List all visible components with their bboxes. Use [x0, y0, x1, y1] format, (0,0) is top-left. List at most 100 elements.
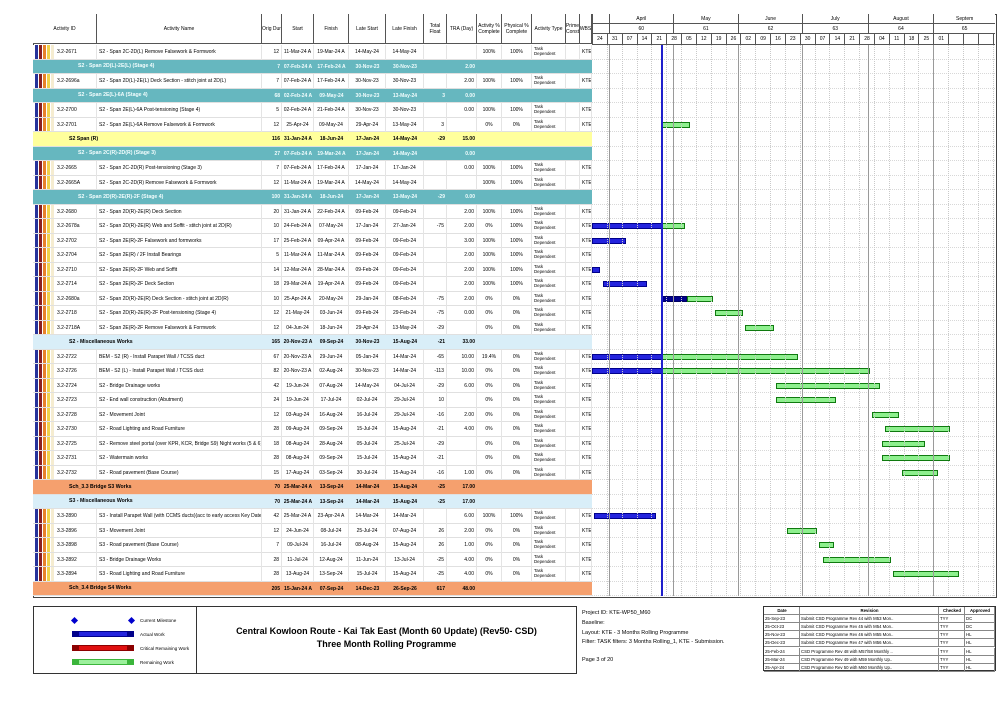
table-row[interactable]: [33, 291, 592, 306]
gantt-bar-remaining[interactable]: [776, 397, 836, 403]
gantt-bar-remaining[interactable]: [901, 469, 938, 476]
table-row[interactable]: [33, 117, 592, 132]
column-header-late_start[interactable]: Late Start: [349, 14, 386, 44]
cell-act: 100%: [477, 45, 502, 60]
table-row[interactable]: [33, 422, 592, 437]
column-header-id[interactable]: Activity ID: [33, 14, 97, 44]
week-cell: 19: [710, 34, 726, 45]
gantt-bar-actual[interactable]: [592, 266, 601, 273]
gantt-lane: [592, 263, 995, 277]
gantt-bar-remaining[interactable]: [661, 353, 798, 360]
gantt-bar-remaining[interactable]: [687, 295, 713, 302]
week-gridline: [977, 45, 979, 596]
legend-label: Remaining Work: [140, 659, 174, 665]
table-row[interactable]: [33, 552, 592, 567]
table-row[interactable]: [33, 451, 592, 466]
table-row[interactable]: [33, 103, 592, 118]
week-gridline: [666, 45, 668, 596]
gantt-bar-remaining[interactable]: [818, 542, 834, 548]
cell-tra: 4.00: [447, 422, 477, 437]
column-header-late_finish[interactable]: Late Finish: [386, 14, 424, 44]
gantt-lane: [592, 553, 995, 567]
cell-phys: 0%: [502, 320, 532, 335]
column-header-dur[interactable]: Orig Dur: [262, 14, 282, 44]
table-row[interactable]: [33, 306, 592, 321]
table-row[interactable]: [33, 436, 592, 451]
table-row[interactable]: [33, 407, 592, 422]
column-header-phys[interactable]: Physical % Complete: [502, 14, 532, 44]
gantt-bar-remaining[interactable]: [787, 527, 817, 534]
table-row[interactable]: [33, 349, 592, 364]
cell-phys: 0%: [502, 538, 532, 553]
table-row[interactable]: [33, 219, 592, 234]
cell-act: 0%: [477, 306, 502, 321]
table-row[interactable]: [33, 277, 592, 292]
gantt-bar-remaining[interactable]: [744, 324, 775, 331]
column-header-type[interactable]: Activity Type: [532, 14, 566, 44]
summary-row[interactable]: S2 - Miscellaneous Works: [33, 335, 592, 350]
gantt-bar-remaining[interactable]: [882, 455, 951, 461]
summary-row[interactable]: S3 - Miscellaneous Works: [33, 494, 592, 509]
summary-row[interactable]: Sch_3.4 Bridge S4 Works: [33, 581, 592, 596]
column-header-start[interactable]: Start: [282, 14, 314, 44]
gantt-bar-actual[interactable]: [594, 513, 656, 519]
table-row[interactable]: [33, 204, 592, 219]
gantt-bar-remaining[interactable]: [714, 310, 743, 316]
table-row[interactable]: [33, 248, 592, 263]
table-row[interactable]: [33, 538, 592, 553]
summary-row[interactable]: S2 - Span 2D(R)-2E(R)-2F (Stage 4): [33, 190, 592, 205]
table-row[interactable]: [33, 233, 592, 248]
cell-dur: 28: [262, 552, 282, 567]
column-header-act[interactable]: Activity % Complete: [477, 14, 502, 44]
gantt-bar-remaining[interactable]: [893, 571, 959, 577]
legend-label: Current Milestone: [140, 617, 177, 623]
column-header-float[interactable]: Total Float: [424, 14, 447, 44]
gantt-bar-remaining[interactable]: [871, 411, 900, 418]
gantt-bar-remaining[interactable]: [884, 426, 951, 432]
table-row[interactable]: [33, 74, 592, 89]
summary-row[interactable]: S2 Span (R): [33, 132, 592, 147]
cell-prime: [566, 74, 580, 89]
gantt-bar-remaining[interactable]: [823, 556, 891, 563]
project-id: Project ID: KTE-WP50_M60: [582, 610, 651, 616]
table-row[interactable]: [33, 45, 592, 60]
gantt-lane: [592, 248, 995, 263]
summary-row[interactable]: Sch_3.3 Bridge S3 Works: [33, 480, 592, 495]
table-row[interactable]: [33, 175, 592, 190]
gantt-bar-remaining[interactable]: [776, 382, 881, 389]
gantt-bar-actual[interactable]: [602, 281, 648, 287]
cell-wbs: KTE\: [580, 552, 592, 567]
table-row[interactable]: [33, 378, 592, 393]
table-row[interactable]: [33, 161, 592, 176]
table-row[interactable]: [33, 523, 592, 538]
table-row[interactable]: [33, 509, 592, 524]
summary-cell-dur: 70: [274, 484, 280, 491]
cell-finish: 09-Sep-24: [314, 422, 349, 437]
summary-row[interactable]: S2 - Span 2D(L)-2E(L) (Stage 4): [33, 59, 592, 74]
cell-finish: 07-Aug-24: [314, 378, 349, 393]
summary-row[interactable]: S2 - Span 2E(L)-6A (Stage 4): [33, 88, 592, 103]
gantt-bar-remaining[interactable]: [661, 368, 870, 374]
table-row[interactable]: [33, 393, 592, 408]
cell-float: [424, 175, 447, 190]
column-header-wbs[interactable]: WBS: [580, 14, 592, 44]
cell-id: 3.2-2678a: [33, 219, 97, 234]
legend-bar-swatch: [72, 631, 134, 637]
cell-id: 3.2-2701: [33, 117, 97, 132]
table-row[interactable]: [33, 364, 592, 379]
table-row[interactable]: [33, 262, 592, 277]
cell-finish: 19-Mar-24 A: [314, 45, 349, 60]
column-header-name[interactable]: Activity Name: [97, 14, 262, 44]
table-row[interactable]: [33, 320, 592, 335]
gantt-lane: [592, 495, 995, 509]
cell-finish: 17-Feb-24 A: [314, 161, 349, 176]
cell-phys: 100%: [502, 175, 532, 190]
table-row[interactable]: [33, 567, 592, 582]
wbs-color-stripes: [35, 219, 55, 233]
summary-row[interactable]: S2 - Span 2C(R)-2D(R) (Stage 3): [33, 146, 592, 161]
column-header-finish[interactable]: Finish: [314, 14, 349, 44]
table-row[interactable]: [33, 465, 592, 480]
cell-type: Task Dependent: [532, 277, 566, 292]
column-header-tra[interactable]: TRA (Day): [447, 14, 477, 44]
column-header-prime[interactable]: Prime Const: [566, 14, 580, 44]
